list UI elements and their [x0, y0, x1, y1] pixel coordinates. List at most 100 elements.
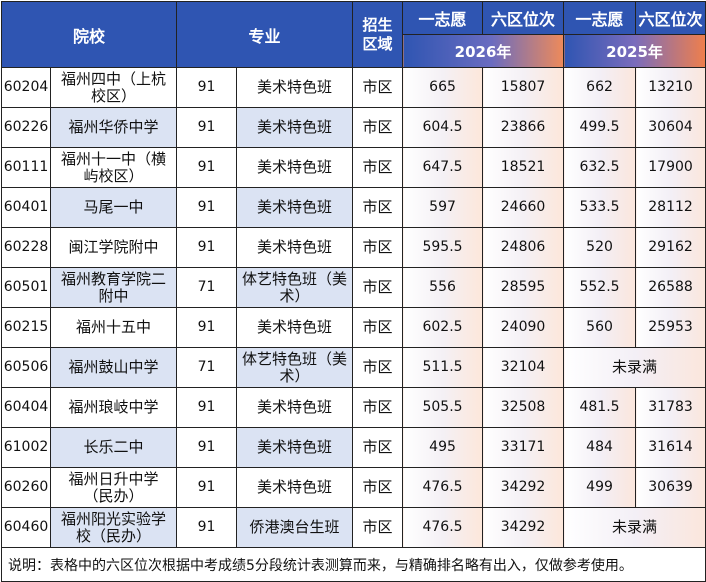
school-name: 福州阳光实验学校（民办） — [49, 507, 178, 548]
school-code: 60215 — [1, 307, 51, 348]
school-name: 福州鼓山中学 — [49, 347, 178, 388]
school-code: 60401 — [1, 187, 51, 228]
header-year-2025: 2025年 — [563, 34, 706, 68]
admission-area: 市区 — [352, 267, 404, 308]
header-rank-2025: 六区位次 — [635, 1, 706, 35]
school-name: 福州琅岐中学 — [49, 387, 178, 428]
table-row: 60404 福州琅岐中学 91 美术特色班 市区 505.5 32508 481.5 31783 — [1, 387, 706, 428]
major-code: 91 — [176, 387, 238, 428]
admission-area: 市区 — [352, 227, 404, 268]
first-choice-2026: 604.5 — [402, 107, 484, 148]
rank-2026: 24660 — [482, 187, 565, 228]
admission-area: 市区 — [352, 427, 404, 468]
table-row: 60460 福州阳光实验学校（民办） 91 侨港澳台生班 市区 476.5 34292 未录满 — [1, 507, 706, 548]
first-choice-2026: 597 — [402, 187, 484, 228]
rank-2025: 17900 — [635, 147, 706, 188]
major-code: 71 — [176, 267, 238, 308]
header-year-2026: 2026年 — [402, 34, 565, 68]
rank-2026: 23866 — [482, 107, 565, 148]
major-name: 美术特色班 — [236, 427, 354, 468]
table-row: 61002 长乐二中 91 美术特色班 市区 495 33171 484 31614 — [1, 427, 706, 468]
rank-2026: 34292 — [482, 507, 565, 548]
school-code: 60460 — [1, 507, 51, 548]
rank-2025: 26588 — [635, 267, 706, 308]
first-choice-2025: 552.5 — [563, 267, 637, 308]
school-name: 福州十一中（横屿校区） — [49, 147, 178, 188]
major-code: 91 — [176, 227, 238, 268]
table-row: 60215 福州十五中 91 美术特色班 市区 602.5 24090 560 25953 — [1, 307, 706, 348]
major-name: 美术特色班 — [236, 307, 354, 348]
first-choice-2025: 662 — [563, 67, 637, 108]
rank-2026: 15807 — [482, 67, 565, 108]
major-code: 91 — [176, 507, 238, 548]
rank-2026: 24090 — [482, 307, 565, 348]
first-choice-2025: 499 — [563, 467, 637, 508]
first-choice-2025: 481.5 — [563, 387, 637, 428]
first-choice-2026: 602.5 — [402, 307, 484, 348]
school-code: 61002 — [1, 427, 51, 468]
school-name: 福州十五中 — [49, 307, 178, 348]
rank-2026: 28595 — [482, 267, 565, 308]
major-name: 体艺特色班（美术） — [236, 267, 354, 308]
school-code: 60228 — [1, 227, 51, 268]
major-code: 91 — [176, 187, 238, 228]
major-code: 91 — [176, 427, 238, 468]
table-row: 60506 福州鼓山中学 71 体艺特色班（美术） 市区 511.5 32104 未录满 — [1, 347, 706, 388]
school-name: 福州四中（上杭校区） — [49, 67, 178, 108]
first-choice-2026: 476.5 — [402, 507, 484, 548]
major-name: 美术特色班 — [236, 467, 354, 508]
first-choice-2025: 499.5 — [563, 107, 637, 148]
admission-area: 市区 — [352, 347, 404, 388]
school-name: 长乐二中 — [49, 427, 178, 468]
major-code: 91 — [176, 67, 238, 108]
header-school: 院校 — [0, 1, 178, 68]
table-row: 60401 马尾一中 91 美术特色班 市区 597 24660 533.5 28112 — [1, 187, 706, 228]
first-choice-2026: 647.5 — [402, 147, 484, 188]
major-code: 91 — [176, 307, 238, 348]
rank-2025: 29162 — [635, 227, 706, 268]
first-choice-2026: 511.5 — [402, 347, 484, 388]
admission-area: 市区 — [352, 107, 404, 148]
rank-2025: 31783 — [635, 387, 706, 428]
admission-area: 市区 — [352, 467, 404, 508]
school-name: 马尾一中 — [49, 187, 178, 228]
first-choice-2026: 476.5 — [402, 467, 484, 508]
rank-2026: 24806 — [482, 227, 565, 268]
major-code: 91 — [176, 467, 238, 508]
school-code: 60226 — [1, 107, 51, 148]
footnote: 说明：表格中的六区位次根据中考成绩5分段统计表测算而来，与精确排名略有出入，仅做… — [0, 547, 706, 582]
table-row: 60226 福州华侨中学 91 美术特色班 市区 604.5 23866 499.5 30604 — [1, 107, 706, 148]
not-filled-2025: 未录满 — [563, 507, 706, 548]
rank-2025: 25953 — [635, 307, 706, 348]
admission-area: 市区 — [352, 147, 404, 188]
header-first-choice-2026: 一志愿 — [402, 1, 484, 35]
header-rank-2026: 六区位次 — [482, 1, 565, 35]
major-name: 美术特色班 — [236, 147, 354, 188]
first-choice-2025: 533.5 — [563, 187, 637, 228]
first-choice-2025: 632.5 — [563, 147, 637, 188]
rank-2025: 28112 — [635, 187, 706, 228]
major-name: 美术特色班 — [236, 387, 354, 428]
rank-2025: 30604 — [635, 107, 706, 148]
school-name: 福州华侨中学 — [49, 107, 178, 148]
major-code: 91 — [176, 107, 238, 148]
major-code: 71 — [176, 347, 238, 388]
first-choice-2025: 560 — [563, 307, 637, 348]
school-code: 60204 — [1, 67, 51, 108]
first-choice-2026: 495 — [402, 427, 484, 468]
rank-2026: 18521 — [482, 147, 565, 188]
table-row: 60228 闽江学院附中 91 美术特色班 市区 595.5 24806 520 29162 — [1, 227, 706, 268]
table-row: 60111 福州十一中（横屿校区） 91 美术特色班 市区 647.5 18521 632.5… — [1, 147, 706, 188]
admission-area: 市区 — [352, 307, 404, 348]
header-first-choice-2025: 一志愿 — [563, 1, 637, 35]
school-code: 60506 — [1, 347, 51, 388]
rank-2025: 13210 — [635, 67, 706, 108]
school-code: 60260 — [1, 467, 51, 508]
major-name: 体艺特色班（美术） — [236, 347, 354, 388]
table-row: 60501 福州教育学院二附中 71 体艺特色班（美术） 市区 556 28595 552.5… — [1, 267, 706, 308]
rank-2025: 30639 — [635, 467, 706, 508]
admission-area: 市区 — [352, 67, 404, 108]
first-choice-2026: 595.5 — [402, 227, 484, 268]
school-name: 闽江学院附中 — [49, 227, 178, 268]
